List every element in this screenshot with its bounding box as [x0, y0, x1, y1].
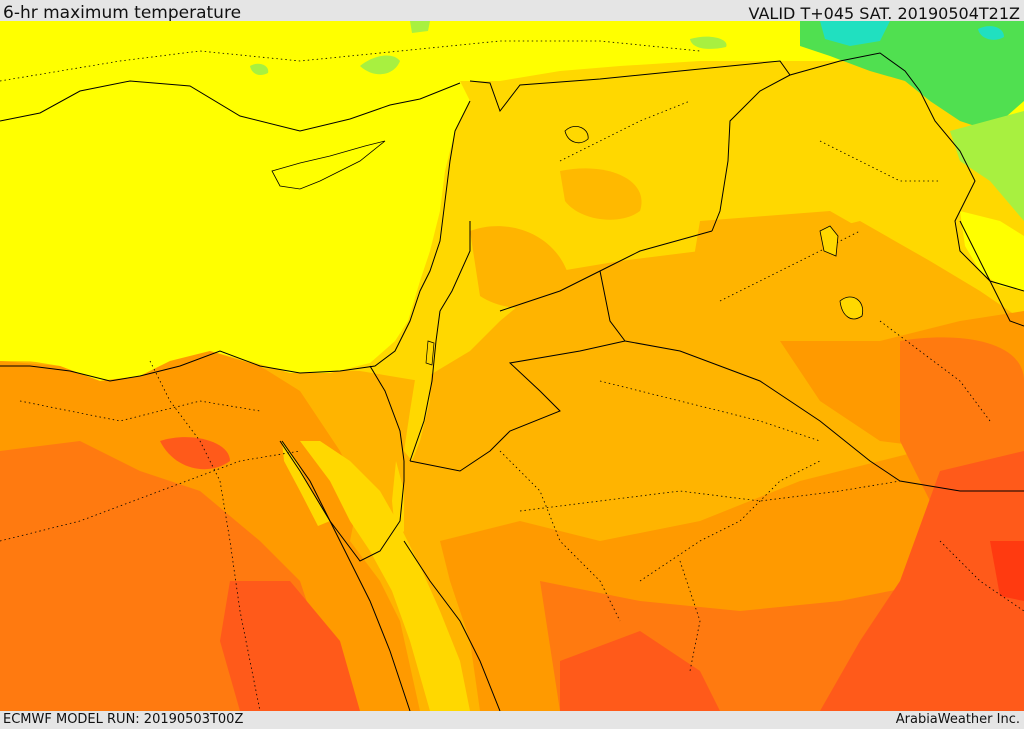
border-iraq-saudi: [624, 340, 1024, 492]
amber-syria-1: [560, 168, 642, 220]
green-band-ne: [950, 111, 1024, 221]
border-lebanon: [439, 221, 471, 312]
border-jordan-saudi: [409, 340, 626, 472]
coast-gulf: [959, 220, 1024, 327]
model-run: ECMWF MODEL RUN: 20190503T00Z: [3, 712, 244, 727]
red-sea: [300, 441, 470, 711]
cyan-zone-ne: [820, 21, 890, 46]
coast-turkey: [0, 80, 461, 132]
admin-borders: [0, 40, 1024, 711]
border-syria-iraq: [711, 74, 791, 232]
green-patch-1: [360, 55, 400, 75]
lake-tharthar: [819, 225, 839, 257]
credit: ArabiaWeather Inc.: [895, 712, 1020, 727]
admin-line-1: [0, 450, 301, 542]
admin-line-12: [0, 40, 701, 82]
footer-bar: ECMWF MODEL RUN: 20190503T00Z ArabiaWeat…: [0, 711, 1024, 729]
map-title: 6-hr maximum temperature: [3, 3, 242, 23]
red-orange-sw: [220, 581, 360, 711]
green-patch-2: [250, 63, 269, 75]
border-israel-jordan: [409, 310, 441, 462]
header-bar: 6-hr maximum temperature VALID T+045 SAT…: [0, 0, 1024, 23]
border-egypt-israel: [369, 365, 405, 462]
cyprus: [271, 140, 386, 190]
coast-red-sea-east: [403, 540, 501, 711]
red-patch-se: [990, 541, 1024, 601]
green-patch-4: [690, 36, 727, 49]
red-orange-se: [820, 451, 1024, 711]
admin-line-2: [19, 400, 261, 422]
yellow-region-turkey: [0, 21, 1024, 131]
admin-line-3: [149, 360, 261, 711]
temperature-map-svg: [0, 21, 1024, 711]
amber-syria-2: [470, 226, 570, 308]
amber-iraq: [690, 211, 980, 351]
jordan-valley: [404, 321, 432, 461]
dead-sea: [425, 340, 435, 366]
admin-line-13: [939, 540, 1024, 612]
cyan-zone-ne-2: [978, 26, 1004, 40]
red-orange-s: [560, 631, 720, 711]
green-patch-3: [410, 21, 430, 33]
coast-levant: [0, 100, 471, 382]
green-zone-ne: [800, 21, 1024, 131]
persian-gulf: [960, 211, 1024, 291]
lake-assad: [564, 126, 589, 144]
national-borders: [0, 52, 1024, 711]
valid-time: VALID T+045 SAT. 20190504T21Z: [748, 4, 1020, 23]
border-turkey-syria: [469, 52, 1024, 292]
admin-line-14: [679, 560, 701, 672]
red-patch-egypt: [160, 437, 230, 470]
gulf-of-aqaba: [392, 461, 404, 541]
admin-line-9: [819, 140, 940, 182]
coast-sinai: [281, 440, 405, 562]
lake-razazah: [839, 296, 864, 320]
border-jordan-iraq: [599, 270, 626, 342]
coast-red-sea-west: [279, 440, 411, 711]
temperature-map: [0, 21, 1024, 711]
admin-line-6: [599, 380, 821, 442]
